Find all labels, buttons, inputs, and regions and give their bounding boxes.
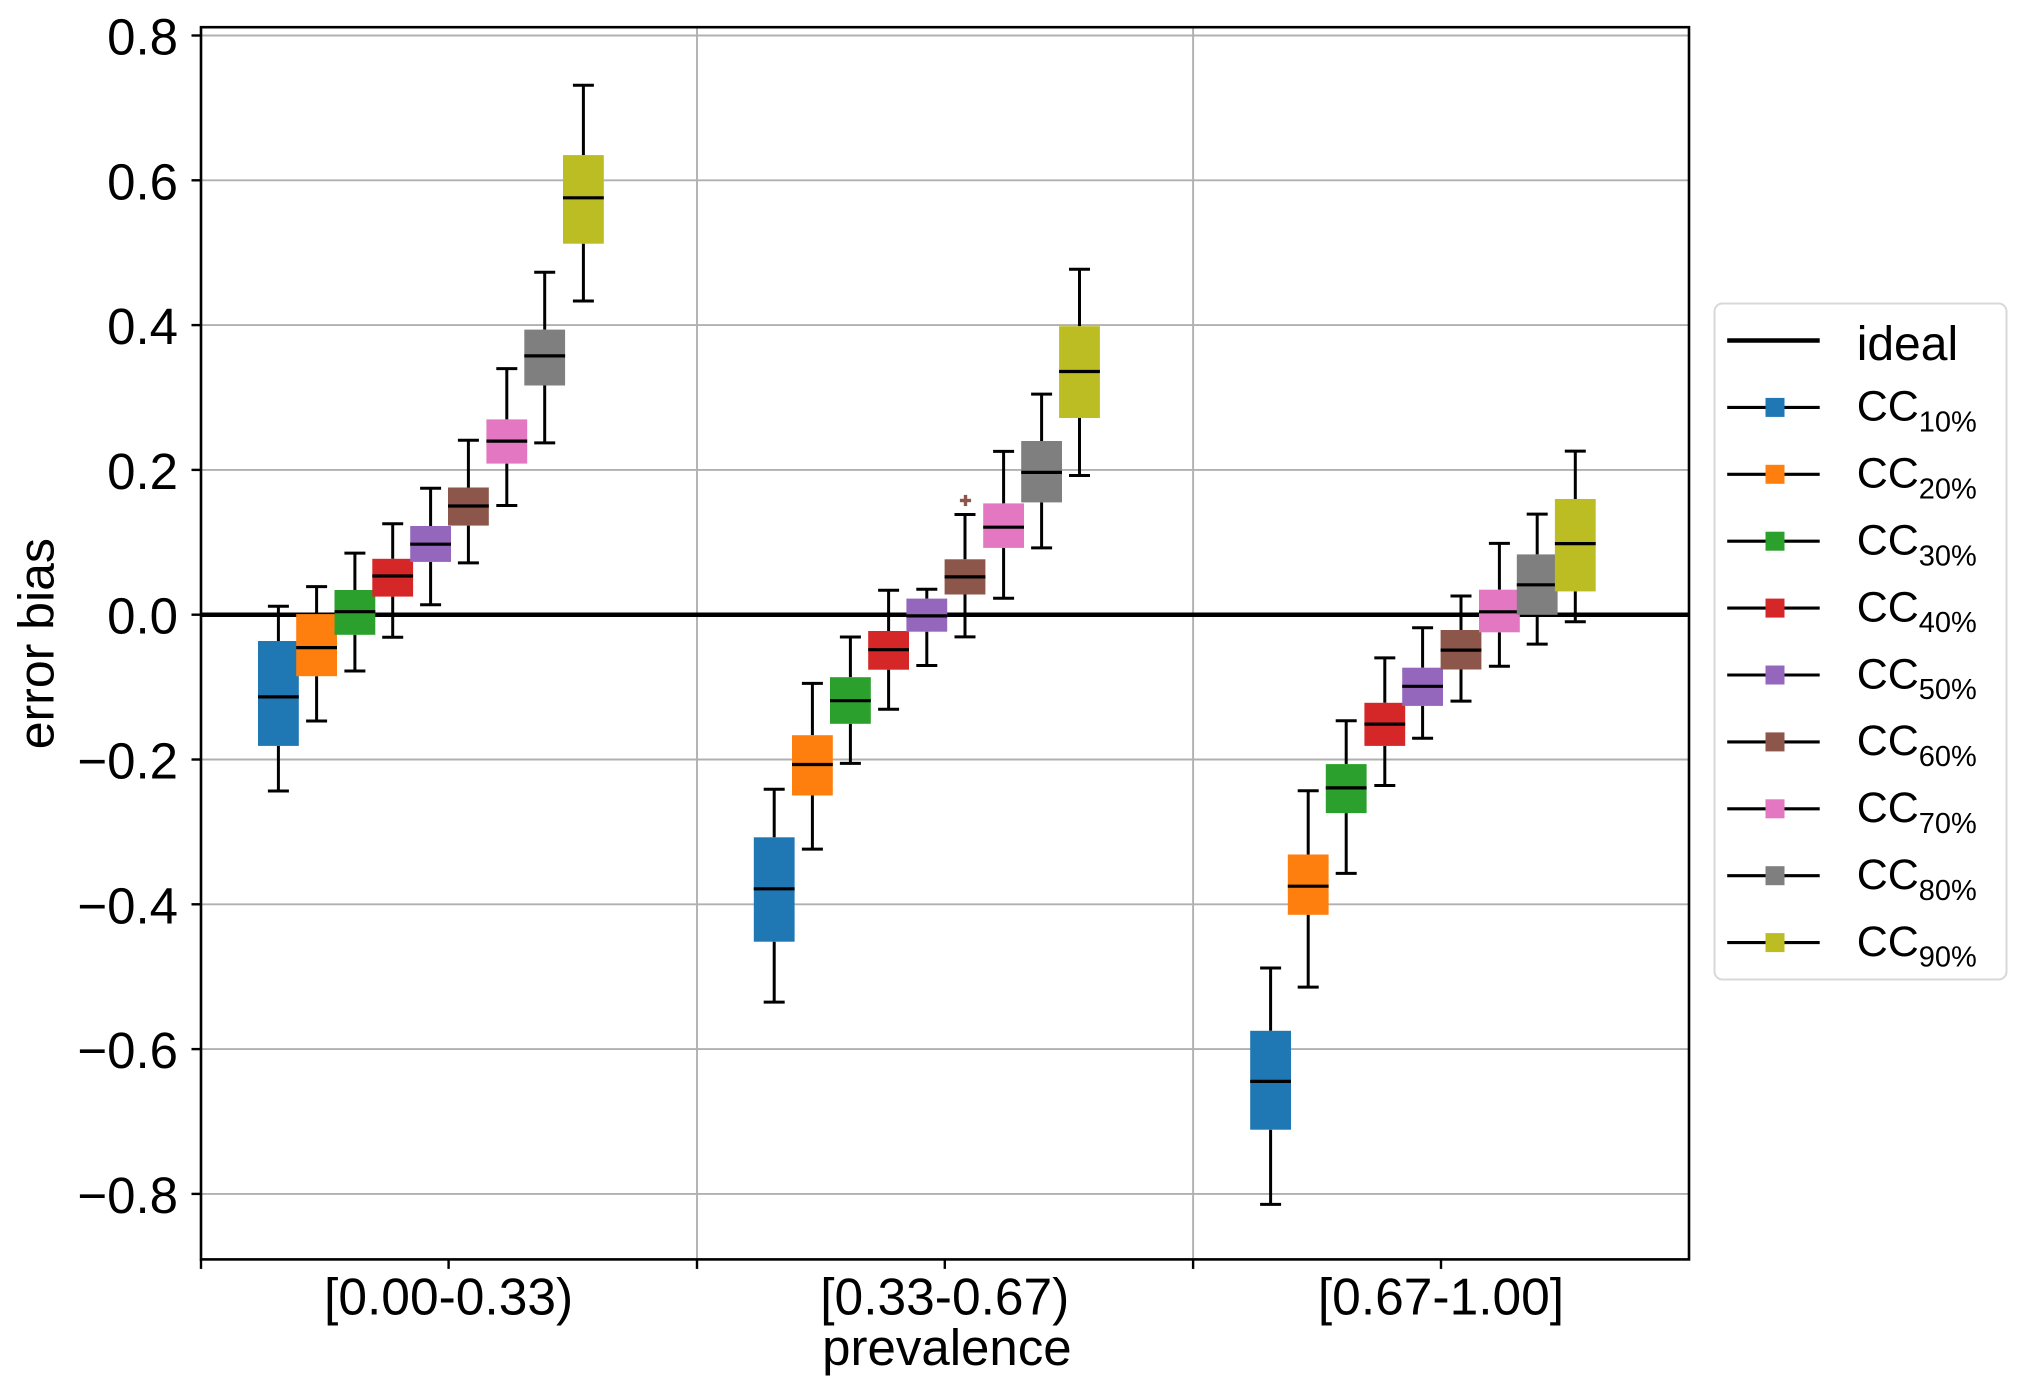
svg-text:error bias: error bias <box>9 538 65 749</box>
svg-text:CC40%: CC40% <box>1857 583 1977 639</box>
svg-text:[0.67-1.00]: [0.67-1.00] <box>1318 1268 1564 1326</box>
svg-text:[0.00-0.33): [0.00-0.33) <box>324 1268 573 1326</box>
svg-text:−0.6: −0.6 <box>77 1022 178 1079</box>
svg-text:CC30%: CC30% <box>1857 517 1977 573</box>
svg-text:0.0: 0.0 <box>107 588 178 645</box>
svg-text:0.2: 0.2 <box>107 443 178 500</box>
svg-text:−0.4: −0.4 <box>77 877 178 934</box>
svg-text:0.4: 0.4 <box>107 298 178 355</box>
svg-text:0.6: 0.6 <box>107 153 178 210</box>
svg-text:−0.2: −0.2 <box>77 733 178 790</box>
svg-text:−0.8: −0.8 <box>77 1167 178 1224</box>
svg-text:CC70%: CC70% <box>1857 784 1977 840</box>
svg-text:[0.33-0.67): [0.33-0.67) <box>820 1268 1069 1326</box>
svg-text:prevalence: prevalence <box>822 1319 1072 1376</box>
svg-text:ideal: ideal <box>1857 318 1958 371</box>
svg-text:0.8: 0.8 <box>107 9 178 66</box>
